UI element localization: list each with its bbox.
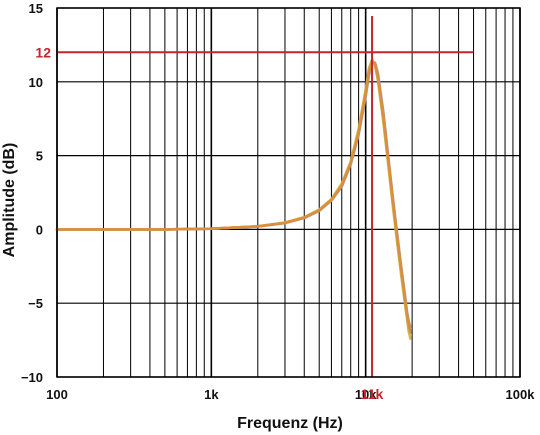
minor-gridlines [102, 8, 514, 377]
reference-labels: 12 11k [35, 44, 383, 402]
plot-background [57, 8, 520, 377]
y-tick-label: 0 [36, 222, 43, 237]
reference-label-y: 12 [35, 44, 51, 60]
x-tick-labels: 100 1k 10k 100k [46, 387, 535, 402]
reference-label-x: 11k [361, 386, 384, 402]
x-tick-label: 1k [204, 387, 219, 402]
y-tick-label: −10 [21, 370, 43, 385]
y-tick-label: 15 [29, 1, 43, 16]
y-tick-label: 10 [29, 75, 43, 90]
y-tick-labels: 15 10 5 0 −5 −10 [21, 1, 43, 385]
reference-lines [57, 16, 474, 377]
y-tick-label: −5 [28, 296, 43, 311]
plot-frame [56, 7, 521, 378]
x-tick-label: 100k [506, 387, 536, 402]
series-lines [55, 58, 412, 340]
y-axis-title: Amplitude (dB) [1, 143, 18, 258]
x-axis-title: Frequenz (Hz) [237, 415, 343, 432]
x-tick-label: 100 [46, 387, 68, 402]
series-line-4 [55, 59, 412, 333]
x-tick-label: 10k [355, 387, 377, 402]
y-tick-label: 5 [36, 149, 43, 164]
